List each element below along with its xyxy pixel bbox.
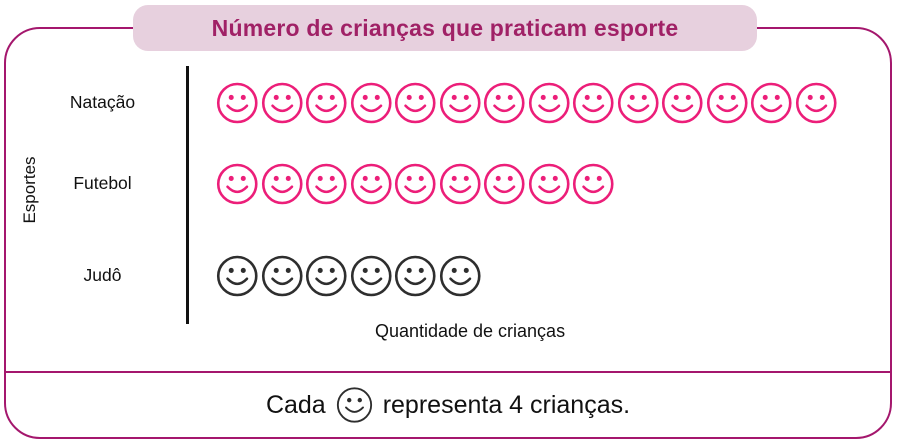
smiley-face-icon: [438, 253, 483, 299]
y-axis-line: [186, 66, 189, 324]
smiley-face-icon: [482, 80, 527, 126]
smiley-face-icon: [571, 161, 616, 207]
chart-title: Número de crianças que praticam esporte: [211, 14, 679, 41]
smiley-face-icon: [616, 80, 661, 126]
smiley-face-icon: [571, 80, 616, 126]
category-label-futebol: Futebol: [73, 173, 132, 193]
x-axis-title: Quantidade de crianças: [374, 321, 566, 341]
legend-text-prefix: Cada: [265, 390, 326, 419]
pictograph-row-natacao: Natação: [0, 79, 897, 126]
smiley-face-icon: [304, 253, 349, 299]
smiley-face-icon: [527, 80, 572, 126]
icon-row-futebol: [215, 161, 616, 207]
smiley-face-icon: [304, 161, 349, 207]
chart-title-banner: Número de crianças que praticam esporte: [133, 5, 757, 51]
icon-row-natacao: [215, 80, 838, 126]
smiley-face-icon: [482, 161, 527, 207]
smiley-face-icon: [393, 253, 438, 299]
smiley-face-icon: [260, 161, 305, 207]
legend: Cada representa 4 crianças.: [4, 374, 892, 436]
smiley-face-icon: [349, 80, 394, 126]
smiley-face-icon: [527, 161, 572, 207]
category-label-judo: Judô: [83, 265, 122, 285]
smiley-face-icon: [215, 253, 260, 299]
smiley-face-icon: [393, 80, 438, 126]
smiley-face-icon: [438, 80, 483, 126]
pictograph-row-futebol: Futebol: [0, 160, 897, 207]
smiley-face-icon: [393, 161, 438, 207]
smiley-face-icon: [335, 385, 374, 425]
category-label-natacao: Natação: [69, 92, 136, 112]
smiley-face-icon: [260, 253, 305, 299]
legend-divider: [5, 371, 891, 373]
smiley-face-icon: [749, 80, 794, 126]
pictograph-row-judo: Judô: [0, 252, 897, 299]
smiley-face-icon: [215, 80, 260, 126]
smiley-face-icon: [794, 80, 839, 126]
smiley-face-icon: [215, 161, 260, 207]
smiley-face-icon: [304, 80, 349, 126]
smiley-face-icon: [438, 161, 483, 207]
smiley-face-icon: [349, 161, 394, 207]
smiley-face-icon: [705, 80, 750, 126]
smiley-face-icon: [260, 80, 305, 126]
smiley-face-icon: [660, 80, 705, 126]
legend-text-suffix: representa 4 crianças.: [382, 390, 631, 419]
smiley-face-icon: [349, 253, 394, 299]
icon-row-judo: [215, 253, 482, 299]
